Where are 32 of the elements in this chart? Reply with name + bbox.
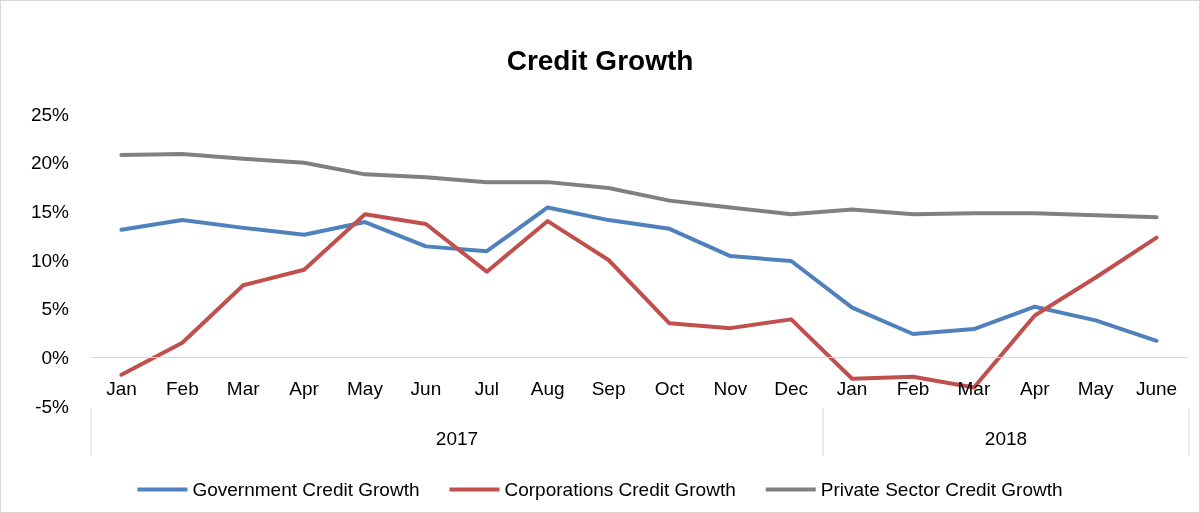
x-tick-label: Mar [226,378,261,399]
chart-title: Credit Growth [506,44,694,76]
y-tick-label: 0% [41,346,70,368]
x-tick-label: May [1077,378,1115,399]
x-tick-label: Apr [1019,378,1051,399]
x-tick-label: Aug [530,378,565,399]
legend-label: Private Sector Credit Growth [820,479,1063,500]
x-tick-label: Sep [591,378,626,399]
y-tick-label: 25% [30,103,70,125]
x-tick-label: Feb [165,378,199,399]
x-tick-label: Jan [106,378,137,399]
x-tick-label: Jan [836,378,868,399]
text: 2018 [984,427,1028,449]
x-tick-label: Oct [654,378,685,399]
x-tick-label: June [1135,378,1178,399]
line-series [119,205,1159,343]
x-tick-label: Jun [410,378,442,399]
x-tick-label: Feb [896,378,930,399]
y-tick-label: -5% [35,395,70,417]
x-tick-label: Nov [713,378,748,399]
text: 2017 [435,427,479,449]
y-tick-label: 15% [30,200,70,222]
y-tick-label: 10% [30,249,70,271]
line-series [119,151,1159,220]
y-tick-label: 20% [30,152,70,174]
legend-label: Corporations Credit Growth [504,479,736,500]
x-tick-label: Jul [474,378,499,399]
x-tick-label: Dec [774,378,809,399]
y-tick-label: 5% [41,298,70,320]
x-tick-label: May [347,378,384,399]
legend-label: Government Credit Growth [192,479,420,500]
x-tick-label: Apr [289,378,320,399]
